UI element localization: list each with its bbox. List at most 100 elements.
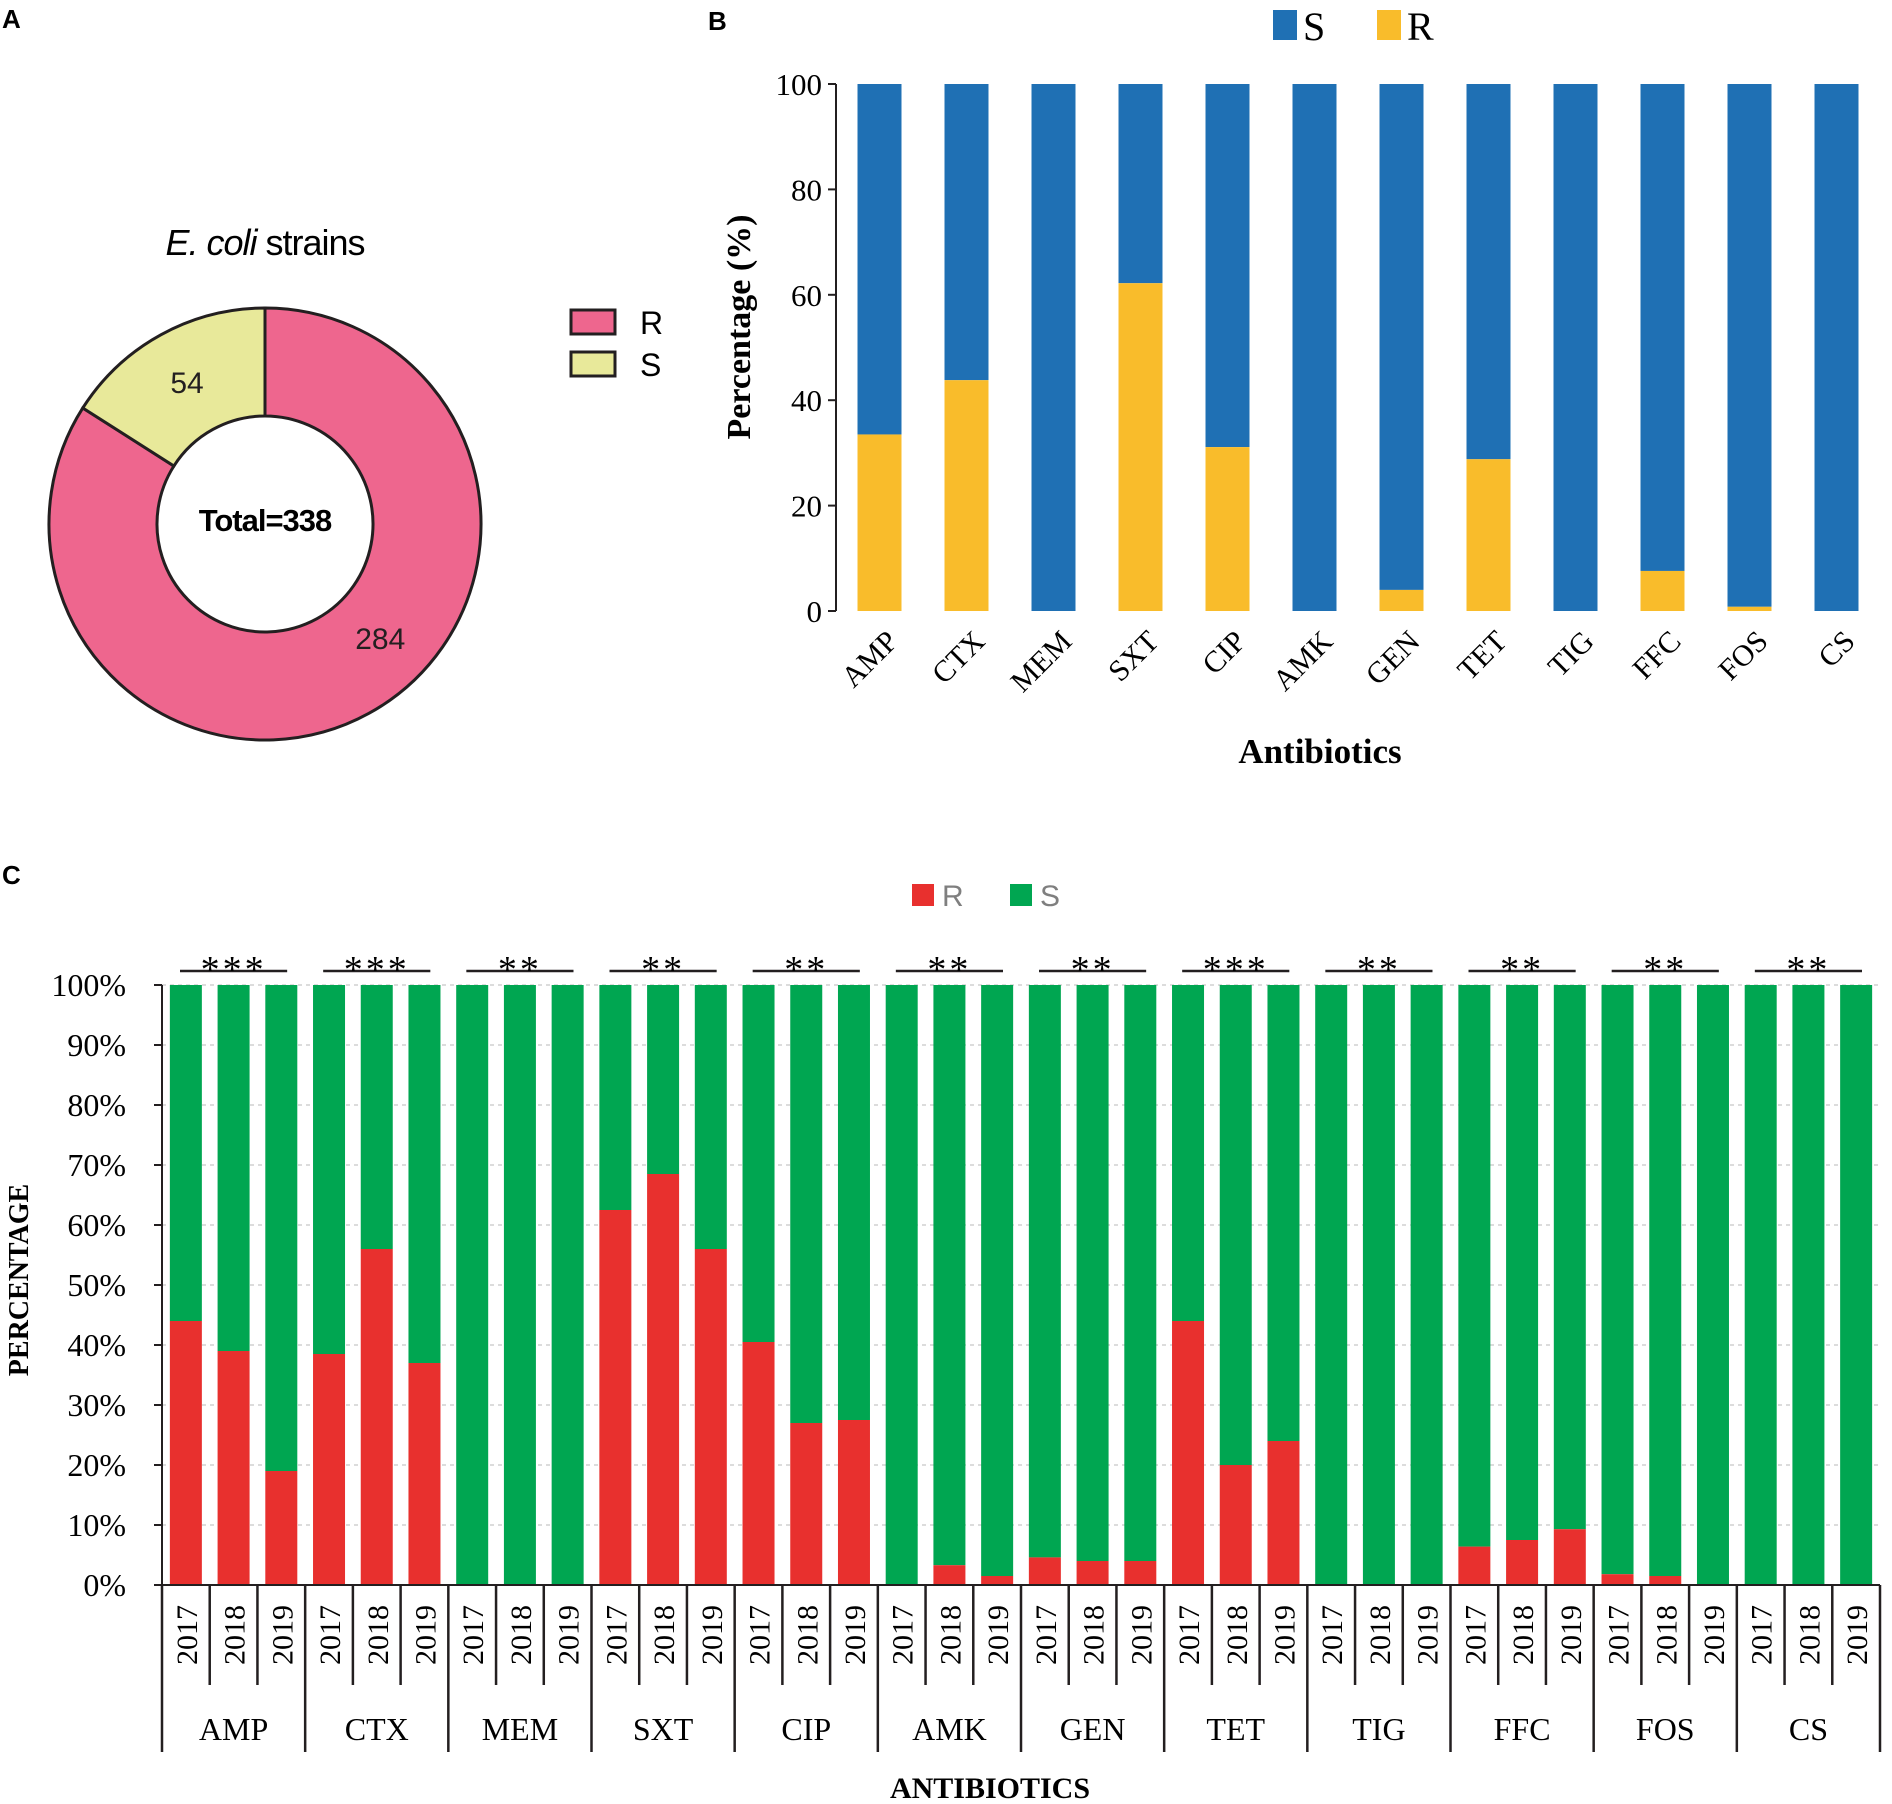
c-group-label-sxt: SXT — [633, 1711, 694, 1747]
c-group-label-amk: AMK — [912, 1711, 987, 1747]
c-group-label-fos: FOS — [1636, 1711, 1695, 1747]
c-bar-s-cip-2019 — [837, 985, 870, 1420]
b-bar-s-ctx — [944, 84, 989, 381]
c-y-tick-label: 50% — [67, 1267, 126, 1303]
b-x-tick-label-tig: TIG — [1542, 625, 1601, 684]
c-bar-r-ffc-2018 — [1506, 1540, 1539, 1585]
b-x-tick-label-tet: TET — [1451, 625, 1513, 687]
c-bar-s-cip-2018 — [790, 985, 823, 1423]
c-year-label-tig-2018: 2018 — [1364, 1605, 1397, 1665]
donut-legend-swatch-r — [569, 308, 617, 336]
b-y-tick-label: 100 — [776, 67, 823, 102]
donut-slice-s — [80, 306, 267, 469]
c-year-label-gen-2018: 2018 — [1078, 1605, 1111, 1665]
c-bar-s-amk-2018 — [933, 985, 966, 1566]
c-year-label-amk-2018: 2018 — [934, 1605, 967, 1665]
c-bar-s-amp-2018 — [217, 985, 250, 1351]
c-year-label-sxt-2018: 2018 — [648, 1605, 681, 1665]
b-bar-r-fos — [1727, 606, 1772, 611]
c-bar-s-cs-2019 — [1840, 985, 1873, 1585]
c-bar-s-amp-2019 — [265, 985, 298, 1471]
c-bar-r-ctx-2017 — [313, 1354, 346, 1585]
c-bar-s-tig-2018 — [1362, 985, 1395, 1585]
c-year-label-cip-2019: 2019 — [839, 1605, 872, 1665]
c-year-label-amk-2017: 2017 — [887, 1605, 920, 1665]
c-y-tick-label: 20% — [67, 1447, 126, 1483]
b-x-tick-label-cs: CS — [1812, 625, 1861, 674]
c-bar-s-tig-2017 — [1315, 985, 1348, 1585]
b-x-tick-label-sxt: SXT — [1102, 625, 1165, 688]
b-y-tick-label: 40 — [791, 383, 822, 418]
c-year-label-cip-2018: 2018 — [791, 1605, 824, 1665]
c-bar-s-fos-2019 — [1696, 985, 1729, 1585]
b-bar-s-amp — [857, 84, 902, 435]
donut-legend-label-r: R — [640, 305, 663, 341]
c-year-label-tet-2017: 2017 — [1173, 1605, 1206, 1665]
c-year-label-amk-2019: 2019 — [982, 1605, 1015, 1665]
c-year-label-mem-2019: 2019 — [553, 1605, 586, 1665]
c-bar-s-ctx-2017 — [313, 985, 346, 1354]
c-year-label-cip-2017: 2017 — [744, 1605, 777, 1665]
b-bar-s-tig — [1553, 84, 1598, 611]
c-bar-r-sxt-2017 — [599, 1210, 632, 1585]
c-significance-label-amk: ** — [927, 949, 971, 991]
c-bar-r-gen-2018 — [1076, 1561, 1109, 1585]
c-bar-s-amk-2019 — [981, 985, 1014, 1576]
c-significance-label-amp: *** — [201, 949, 267, 991]
b-bar-s-fos — [1727, 84, 1772, 607]
b-x-tick-label-amk: AMK — [1267, 624, 1340, 697]
c-y-tick-label: 60% — [67, 1207, 126, 1243]
c-significance-label-ctx: *** — [344, 949, 410, 991]
c-bar-s-amk-2017 — [885, 985, 918, 1585]
c-bar-r-ffc-2019 — [1553, 1529, 1586, 1585]
c-group-label-ctx: CTX — [345, 1711, 409, 1747]
b-bar-s-tet — [1466, 84, 1511, 460]
donut-value-s: 54 — [170, 367, 203, 400]
c-y-tick-label: 0% — [83, 1567, 126, 1603]
c-legend-label-s: S — [1040, 880, 1060, 913]
b-bar-s-ffc — [1640, 84, 1685, 571]
c-y-tick-label: 40% — [67, 1327, 126, 1363]
donut-title-italic: E. coli — [165, 222, 258, 263]
c-year-label-amp-2018: 2018 — [219, 1605, 252, 1665]
c-bar-s-ffc-2017 — [1458, 985, 1491, 1547]
c-bar-s-tet-2018 — [1219, 985, 1252, 1465]
c-group-label-cs: CS — [1789, 1711, 1828, 1747]
donut-legend-label-s: S — [640, 347, 661, 383]
c-y-tick-label: 10% — [67, 1507, 126, 1543]
c-year-label-fos-2019: 2019 — [1698, 1605, 1731, 1665]
b-bar-r-gen — [1379, 589, 1424, 611]
c-y-tick-label: 30% — [67, 1387, 126, 1423]
c-group-label-cip: CIP — [781, 1711, 831, 1747]
c-bar-s-gen-2019 — [1124, 985, 1157, 1561]
b-legend-swatch-s — [1273, 10, 1297, 40]
c-significance-label-mem: ** — [498, 949, 542, 991]
c-bar-r-amp-2018 — [217, 1351, 250, 1585]
b-y-tick-label: 20 — [791, 489, 822, 524]
b-x-tick-label-ctx: CTX — [926, 624, 992, 690]
c-year-label-tet-2019: 2019 — [1268, 1605, 1301, 1665]
b-bar-s-sxt — [1118, 84, 1163, 284]
c-bar-s-cs-2017 — [1744, 985, 1777, 1585]
c-bar-s-gen-2017 — [1028, 985, 1061, 1558]
c-year-label-ffc-2018: 2018 — [1507, 1605, 1540, 1665]
c-bar-r-amp-2019 — [265, 1471, 298, 1585]
donut-center-label: Total=338 — [199, 503, 332, 538]
c-year-label-cs-2017: 2017 — [1746, 1605, 1779, 1665]
c-year-label-tig-2017: 2017 — [1316, 1605, 1349, 1665]
b-y-tick-label: 0 — [807, 594, 823, 629]
b-bar-s-mem — [1031, 84, 1076, 611]
c-group-label-ffc: FFC — [1494, 1711, 1551, 1747]
c-bar-s-cs-2018 — [1792, 985, 1825, 1585]
c-year-label-gen-2019: 2019 — [1125, 1605, 1158, 1665]
c-bar-s-amp-2017 — [169, 985, 202, 1321]
b-bar-r-tet — [1466, 459, 1511, 611]
c-legend-swatch-r — [912, 884, 934, 906]
c-group-label-tet: TET — [1206, 1711, 1265, 1747]
c-year-label-fos-2017: 2017 — [1603, 1605, 1636, 1665]
b-y-tick-label: 80 — [791, 172, 822, 207]
c-bar-s-ctx-2018 — [360, 985, 393, 1249]
c-year-label-fos-2018: 2018 — [1650, 1605, 1683, 1665]
b-legend-label-r: R — [1407, 4, 1434, 49]
c-bar-s-mem-2018 — [503, 985, 536, 1585]
